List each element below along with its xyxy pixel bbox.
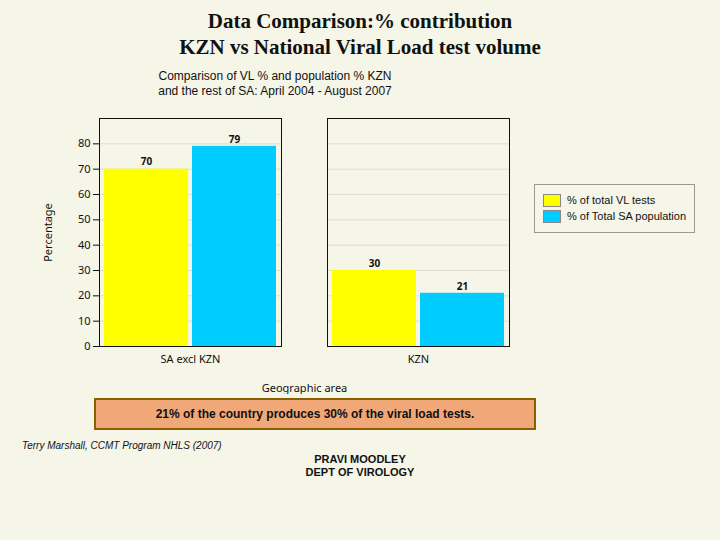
svg-text:30: 30 [369, 255, 381, 269]
svg-text:SA excl KZN: SA excl KZN [161, 351, 221, 366]
html-text:Data Comparison:% contribution: Data Comparison:% contribution [207, 9, 513, 33]
svg-text:70: 70 [78, 160, 91, 175]
html-text:% of total VL tests: % of total VL tests [567, 194, 656, 207]
svg-text:60: 60 [78, 186, 91, 201]
html-text:KZN vs National Viral Load tes: KZN vs National Viral Load test volume [179, 35, 541, 60]
svg-text:50: 50 [78, 211, 91, 226]
svg-text:Percentage: Percentage [40, 203, 55, 262]
svg-text:Geographic area: Geographic area [262, 379, 348, 394]
svg-text:30: 30 [78, 262, 91, 277]
svg-text:40: 40 [78, 236, 91, 251]
html-text:DEPT OF VIROLOGY: DEPT OF VIROLOGY [305, 466, 415, 479]
svg-text:10: 10 [78, 312, 91, 327]
html-text:% of Total SA population: % of Total SA population [567, 210, 687, 223]
html-text:21% of the country produces 30: 21% of the country produces 30% of the v… [155, 406, 475, 421]
svg-text:0: 0 [84, 338, 90, 353]
svg-text:80: 80 [78, 135, 91, 150]
html-text:PRAVI MOODLEY: PRAVI MOODLEY [314, 452, 406, 465]
svg-text:70: 70 [141, 154, 153, 168]
svg-text:20: 20 [78, 287, 91, 302]
html-text:and the rest of SA: April 2004: and the rest of SA: April 2004 - August … [158, 84, 392, 99]
html-text:Comparison of VL % and populat: Comparison of VL % and population % KZN [158, 68, 392, 83]
svg-text:21: 21 [457, 278, 468, 292]
html-text:Terry Marshall, CCMT Program N: Terry Marshall, CCMT Program NHLS (2007) [22, 439, 222, 451]
svg-text:79: 79 [229, 131, 241, 145]
svg-text:KZN: KZN [408, 351, 429, 366]
